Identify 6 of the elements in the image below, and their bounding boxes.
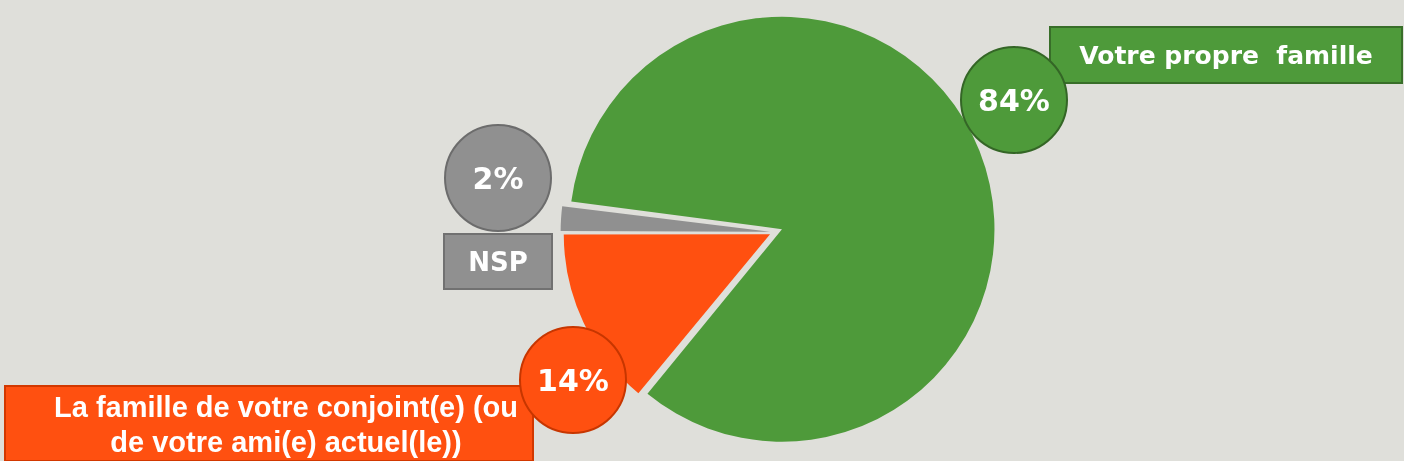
slice-label: Votre propre famille [1079,41,1373,71]
data-label: 2% [472,161,524,196]
slice-label: La famille de votre conjoint(e) (ou de votre ami(e) actuel(le)) [53,390,519,458]
slice-label: NSP [468,247,528,278]
data-label: 84% [978,83,1050,118]
data-label: 14% [537,363,609,398]
